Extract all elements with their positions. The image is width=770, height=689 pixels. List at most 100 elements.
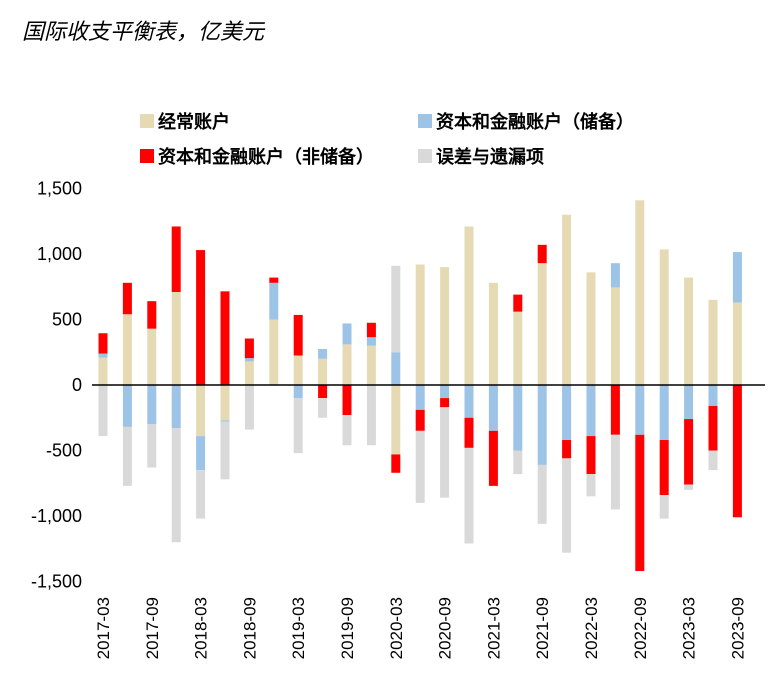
bar-segment-non-reserve bbox=[537, 244, 547, 264]
bar-segment-reserve bbox=[293, 385, 303, 399]
bar-segment-errors bbox=[684, 484, 694, 490]
bar-segment-errors bbox=[366, 385, 376, 446]
x-tick-label: 2018-03 bbox=[192, 597, 211, 659]
legend-swatch bbox=[140, 114, 154, 128]
bar-segment-current-account bbox=[537, 263, 547, 385]
x-tick-label: 2021-03 bbox=[484, 597, 503, 659]
bar-segment-current-account bbox=[318, 358, 328, 385]
bar-segment-reserve bbox=[732, 252, 742, 303]
bar-segment-current-account bbox=[464, 226, 474, 385]
bar-segment-non-reserve bbox=[366, 322, 376, 338]
bar-segment-errors bbox=[391, 265, 401, 353]
y-tick-label: 1,500 bbox=[37, 179, 82, 199]
bar-segment-errors bbox=[464, 447, 474, 544]
bar-segment-reserve bbox=[220, 420, 230, 422]
bar-segment-reserve bbox=[196, 436, 206, 471]
legend-item-errors-omissions: 误差与遗漏项 bbox=[418, 143, 544, 169]
y-tick-label: 1,000 bbox=[37, 244, 82, 264]
bar-segment-current-account bbox=[684, 277, 694, 385]
legend-label: 经常账户 bbox=[158, 112, 230, 133]
bar-segment-non-reserve bbox=[732, 385, 742, 518]
legend-item-current-account: 经常账户 bbox=[140, 108, 230, 134]
legend-swatch bbox=[140, 149, 154, 163]
x-tick-label: 2022-09 bbox=[631, 597, 650, 659]
y-tick-label: 0 bbox=[72, 375, 82, 395]
bar-segment-errors bbox=[440, 407, 450, 498]
x-tick-label: 2020-09 bbox=[436, 597, 455, 659]
bar-segment-reserve bbox=[659, 385, 669, 441]
bar-segment-errors bbox=[342, 415, 352, 446]
bar-segment-reserve bbox=[269, 282, 279, 320]
legend-label: 资本和金融账户（非储备） bbox=[158, 147, 374, 168]
bar-segment-errors bbox=[708, 450, 718, 471]
bar-segment-errors bbox=[244, 385, 254, 430]
bar-segment-current-account bbox=[269, 319, 279, 385]
bar-segment-errors bbox=[171, 428, 181, 543]
y-tick-label: 500 bbox=[52, 310, 82, 330]
bar-segment-current-account bbox=[220, 385, 230, 421]
bar-segment-non-reserve bbox=[196, 250, 206, 385]
bar-segment-current-account bbox=[293, 355, 303, 385]
y-tick-label: -1,500 bbox=[31, 572, 82, 592]
bar-segment-reserve bbox=[415, 385, 425, 410]
bar-segment-reserve bbox=[342, 323, 352, 345]
bar-segment-reserve bbox=[513, 385, 523, 451]
bar-segment-errors bbox=[147, 424, 157, 468]
bar-segment-reserve bbox=[610, 263, 620, 288]
bar-segment-reserve bbox=[708, 385, 718, 406]
bar-segment-current-account bbox=[391, 385, 401, 455]
bar-segment-non-reserve bbox=[708, 405, 718, 451]
bar-segment-non-reserve bbox=[610, 385, 620, 435]
bar-segment-non-reserve bbox=[171, 226, 181, 292]
bar-segment-errors bbox=[196, 470, 206, 519]
bar-segment-errors bbox=[513, 450, 523, 475]
bar-segment-current-account bbox=[440, 267, 450, 385]
bar-segment-current-account bbox=[415, 264, 425, 385]
bar-segment-reserve bbox=[366, 337, 376, 346]
x-tick-label: 2018-09 bbox=[240, 597, 259, 659]
bar-segment-current-account bbox=[147, 328, 157, 385]
bar-segment-non-reserve bbox=[98, 333, 108, 354]
bar-segment-reserve bbox=[586, 385, 596, 437]
bar-segment-non-reserve bbox=[147, 301, 157, 329]
bar-segment-non-reserve bbox=[244, 338, 254, 359]
bar-segment-non-reserve bbox=[586, 436, 596, 475]
x-tick-label: 2017-09 bbox=[143, 597, 162, 659]
bar-segment-errors bbox=[318, 398, 328, 418]
bar-segment-current-account bbox=[122, 314, 132, 385]
bar-segment-reserve bbox=[684, 385, 694, 420]
legend-item-reserve-account: 资本和金融账户（储备） bbox=[418, 108, 634, 134]
bar-segment-non-reserve bbox=[293, 314, 303, 356]
bar-segment-current-account bbox=[171, 291, 181, 385]
bar-segment-current-account bbox=[488, 282, 498, 385]
bar-segment-errors bbox=[220, 421, 230, 480]
bar-segment-errors bbox=[98, 385, 108, 437]
bar-segment-non-reserve bbox=[220, 291, 230, 385]
bar-segment-non-reserve bbox=[513, 294, 523, 312]
bar-segment-current-account bbox=[586, 272, 596, 385]
bar-segment-non-reserve bbox=[659, 440, 669, 496]
bar-segment-current-account bbox=[659, 249, 669, 385]
y-tick-label: -500 bbox=[46, 441, 82, 461]
bar-segment-current-account bbox=[708, 299, 718, 385]
legend-label: 误差与遗漏项 bbox=[436, 147, 544, 168]
bar-segment-current-account bbox=[98, 357, 108, 385]
x-tick-label: 2019-09 bbox=[338, 597, 357, 659]
x-tick-label: 2021-09 bbox=[533, 597, 552, 659]
bar-segment-errors bbox=[586, 474, 596, 497]
bar-segment-current-account bbox=[513, 311, 523, 385]
legend-item-nonreserve-account: 资本和金融账户（非储备） bbox=[140, 143, 374, 169]
bar-segment-non-reserve bbox=[562, 440, 572, 459]
bar-segment-reserve bbox=[122, 385, 132, 427]
bar-segment-current-account bbox=[635, 200, 645, 385]
bar-segment-non-reserve bbox=[391, 454, 401, 473]
bar-segment-reserve bbox=[318, 348, 328, 359]
chart-title: 国际收支平衡表，亿美元 bbox=[22, 20, 265, 45]
bar-segment-reserve bbox=[537, 385, 547, 465]
bar-segment-reserve bbox=[464, 385, 474, 418]
x-tick-label: 2023-03 bbox=[680, 597, 699, 659]
bar-segment-errors bbox=[415, 430, 425, 503]
bar-segment-non-reserve bbox=[635, 434, 645, 572]
bar-segment-reserve bbox=[635, 385, 645, 435]
bar-segment-non-reserve bbox=[684, 419, 694, 485]
